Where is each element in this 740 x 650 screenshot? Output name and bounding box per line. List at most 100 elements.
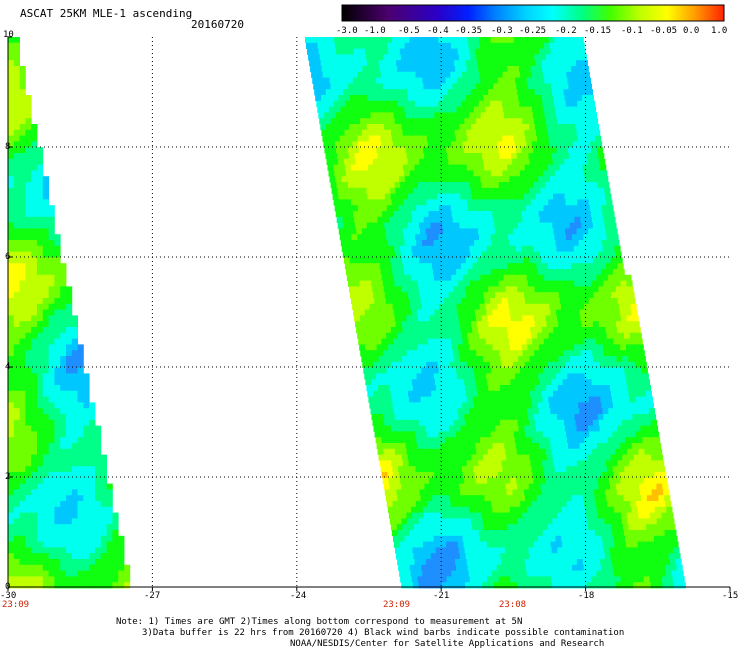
swath-cell [548,170,556,177]
swath-cell [66,495,73,502]
swath-cell [548,100,555,107]
swath-cell [514,240,521,247]
swath-cell [19,100,26,107]
swath-cell [530,164,537,171]
swath-cell [565,228,572,235]
swath-cell [13,112,20,119]
swath-cell [533,315,541,322]
swath-cell [589,135,596,142]
colorbar-segment [369,5,371,21]
swath-cell [524,66,531,73]
swath-cell [31,170,38,177]
swath-cell [503,309,511,316]
colorbar-segment [380,5,382,21]
swath-cell [514,205,521,212]
swath-cell [566,402,573,409]
swath-cell [549,274,557,281]
swath-cell [8,495,15,502]
swath-cell [512,60,519,67]
swath-cell [522,182,529,189]
swath-cell [361,292,368,299]
swath-cell [405,344,412,351]
swath-cell [112,512,119,519]
swath-cell [517,356,525,363]
swath-cell [434,147,441,154]
swath-cell [95,483,102,490]
swath-cell [380,269,387,276]
swath-cell [585,211,592,218]
colorbar-segment [342,5,344,21]
swath-cell [60,530,67,537]
swath-cell [8,37,15,44]
swath-cell [381,402,388,409]
swath-cell [586,350,593,357]
swath-cell [427,240,434,247]
colorbar-segment [590,5,592,21]
swath-cell [610,257,617,264]
swath-cell [399,443,406,450]
colorbar-segment [392,5,394,21]
swath-cell [48,414,55,421]
swath-cell [359,48,366,55]
swath-cell [408,292,415,299]
swath-cell [372,124,379,131]
swath-cell [397,66,404,73]
swath-cell [417,379,424,386]
swath-cell [607,373,615,380]
swath-cell [499,251,506,258]
swath-cell [384,193,391,200]
swath-cell [612,431,619,438]
swath-cell [455,396,462,403]
swath-cell [8,535,15,542]
colorbar-label: -0.35 [455,26,483,36]
swath-cell [533,147,540,154]
swath-cell [458,182,465,189]
swath-cell [566,71,573,78]
swath-cell [550,344,557,351]
colorbar-segment [483,5,485,21]
swath-cell [547,228,554,235]
swath-cell [569,251,576,258]
swath-cell [356,199,363,206]
colorbar-segment [533,5,535,21]
swath-cell [557,251,564,258]
swath-cell [383,89,390,96]
swath-cell [384,158,391,165]
swath-cell [561,338,568,345]
swath-cell [509,112,516,119]
swath-cell [60,576,67,583]
swath-cell [441,385,448,392]
swath-cell [406,379,413,386]
colorbar-segment [660,5,662,21]
swath-cell [614,309,621,316]
swath-cell [384,390,391,397]
swath-cell [440,344,447,351]
swath-cell [83,460,90,467]
swath-cell [497,240,504,247]
swath-cell [506,158,513,165]
swath-cell [437,327,444,334]
swath-cell [8,414,15,421]
swath-cell [427,205,434,212]
swath-cell [574,118,581,125]
swath-cell [373,66,381,73]
swath-cell [521,245,528,252]
swath-cell [368,234,375,241]
swath-cell [376,77,383,84]
colorbar-segment [602,5,604,21]
swath-cell [374,135,381,142]
swath-cell [509,77,516,84]
swath-cell [434,211,441,218]
swath-cell [446,245,453,252]
swath-cell [365,315,372,322]
swath-cell [8,443,15,450]
swath-cell [405,48,412,55]
swath-cell [352,141,359,148]
swath-cell [411,309,418,316]
swath-cell [570,95,577,102]
swath-cell [13,576,20,583]
swath-cell [490,170,498,177]
swath-cell [521,309,528,316]
colorbar-segment [659,5,661,21]
swath-cell [48,564,55,571]
